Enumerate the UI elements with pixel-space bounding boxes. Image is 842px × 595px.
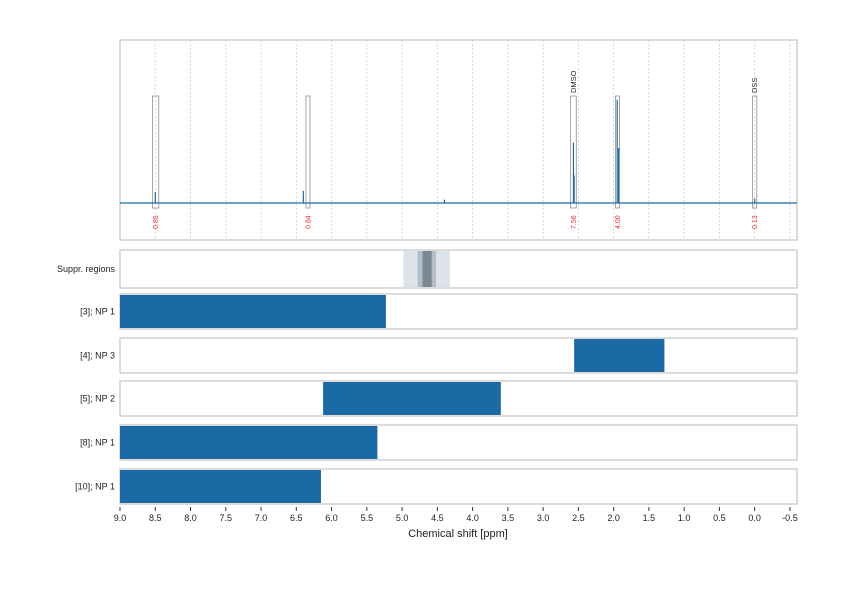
x-tick-label-1: 8.5 (149, 513, 162, 523)
x-tick-label-0: 9.0 (114, 513, 127, 523)
x-tick-label-11: 3.5 (502, 513, 515, 523)
x-tick-label-5: 6.5 (290, 513, 303, 523)
integration-box-3 (615, 95, 620, 209)
x-tick-label-14: 2.0 (607, 513, 620, 523)
x-tick-label-9: 4.5 (431, 513, 444, 523)
range-bar-3 (120, 426, 378, 459)
range-label-3: [8]; NP 1 (80, 438, 115, 448)
integral-value-0: 0.85 (153, 215, 160, 229)
integral-value-3: 4.00 (615, 215, 622, 229)
range-bar-0 (120, 295, 386, 328)
x-tick-label-7: 5.5 (361, 513, 374, 523)
integration-box-2 (570, 95, 577, 209)
x-tick-label-18: 0.0 (748, 513, 761, 523)
integral-value-2: 7.56 (571, 215, 578, 229)
suppressed-frame (119, 249, 798, 289)
range-label-4: [10]; NP 1 (75, 482, 115, 492)
x-tick-label-3: 7.5 (220, 513, 233, 523)
range-bar-1 (574, 339, 665, 372)
x-axis-title: Chemical shift [ppm] (408, 528, 508, 540)
x-tick-label-17: 0.5 (713, 513, 726, 523)
integration-box-1 (305, 95, 311, 209)
x-tick-label-2: 8.0 (184, 513, 197, 523)
spectrum-frame (119, 39, 798, 241)
range-frame-1 (119, 337, 798, 374)
range-label-2: [5]; NP 2 (80, 394, 115, 404)
integral-value-4: 0.13 (752, 215, 759, 229)
peak-label-dss: DSS (750, 78, 759, 93)
integral-value-1: 0.84 (305, 215, 312, 229)
integration-box-4 (752, 95, 758, 209)
x-tick-label-10: 4.0 (466, 513, 479, 523)
x-tick-label-4: 7.0 (255, 513, 268, 523)
suppressed-label: Suppr. regions (57, 264, 116, 274)
x-tick-label-19: -0.5 (782, 513, 798, 523)
x-tick-label-16: 1.0 (678, 513, 691, 523)
spectrum-panel: 0.85 0.84 7.56 DMSO 4.00 0.13 DSS (119, 39, 798, 241)
range-panels: [3]; NP 1 [4]; NP 3 [5]; NP 2 [8]; NP 1 [10]… (75, 293, 798, 505)
x-tick-label-8: 5.0 (396, 513, 409, 523)
x-tick-label-6: 6.0 (325, 513, 338, 523)
range-bar-2 (323, 382, 501, 415)
x-tick-label-12: 3.0 (537, 513, 550, 523)
integration-box-0 (152, 95, 160, 209)
x-axis: 9.0 8.5 8.0 7.5 7.0 6.5 6.0 5.5 5.0 4.5 4.0 3.5 3.0 2… (114, 507, 798, 523)
suppressed-band-2 (422, 251, 432, 287)
range-label-1: [4]; NP 3 (80, 351, 115, 361)
range-bar-4 (120, 470, 321, 503)
x-tick-label-13: 2.5 (572, 513, 585, 523)
peak-label-dmso: DMSO (569, 70, 578, 93)
x-tick-label-15: 1.5 (643, 513, 656, 523)
grid-lines (119, 40, 791, 240)
suppressed-regions-panel: Suppr. regions (57, 249, 798, 289)
range-label-0: [3]; NP 1 (80, 307, 115, 317)
